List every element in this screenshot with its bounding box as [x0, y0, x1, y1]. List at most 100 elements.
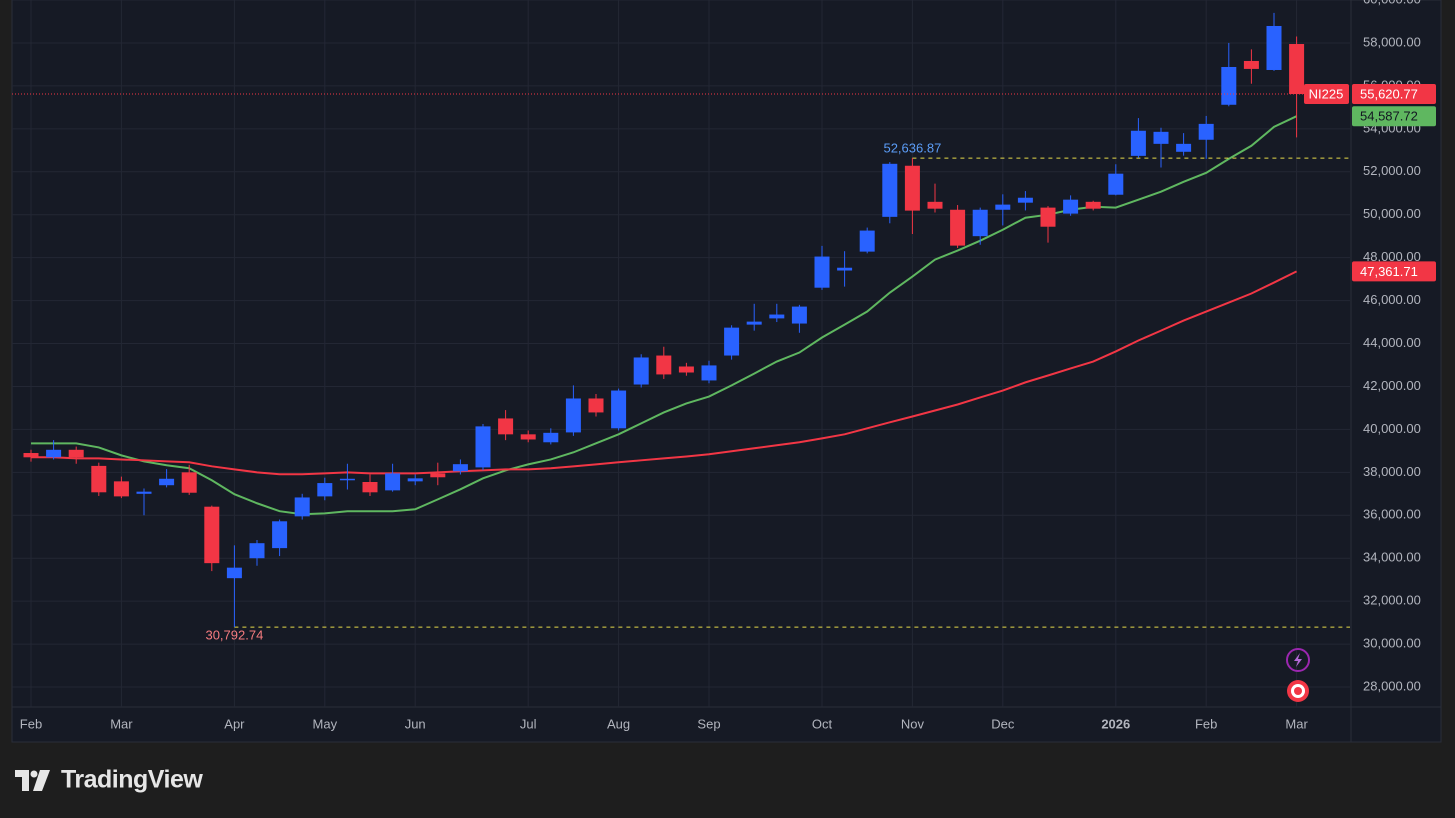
x-tick-label: Dec: [991, 716, 1015, 731]
candle-body: [656, 355, 672, 375]
x-tick-label: Feb: [1195, 716, 1217, 731]
candle-body: [1153, 131, 1169, 144]
candle-body: [814, 256, 830, 288]
annotation-label: 30,792.74: [205, 628, 263, 643]
y-tick-label: 34,000.00: [1363, 550, 1421, 565]
x-tick-label: May: [313, 716, 338, 731]
x-tick-label: Mar: [110, 716, 133, 731]
x-tick-label: Jul: [520, 716, 537, 731]
candle-body: [904, 165, 920, 211]
candle-body: [837, 267, 853, 271]
x-tick-label: Mar: [1285, 716, 1308, 731]
candle-body: [1176, 143, 1192, 152]
candle-body: [272, 521, 288, 549]
candle-body: [339, 478, 355, 481]
price-label-box: [1352, 106, 1436, 127]
x-tick-label: Nov: [901, 716, 925, 731]
y-tick-label: 42,000.00: [1363, 378, 1421, 393]
candle-body: [204, 506, 220, 564]
x-tick-label: Sep: [697, 716, 720, 731]
candle-body: [136, 491, 152, 494]
candle-body: [746, 321, 762, 325]
candle-body: [113, 481, 129, 497]
candle-body: [927, 201, 943, 209]
candle-body: [1063, 199, 1079, 214]
brand-logo: [15, 770, 50, 791]
candle-body: [1130, 130, 1146, 156]
y-tick-label: 38,000.00: [1363, 464, 1421, 479]
candle-body: [1198, 123, 1214, 140]
y-tick-label: 40,000.00: [1363, 421, 1421, 436]
x-tick-label: Jun: [405, 716, 426, 731]
y-tick-label: 52,000.00: [1363, 163, 1421, 178]
candle-body: [565, 398, 581, 433]
candle-body: [701, 365, 717, 381]
y-tick-label: 32,000.00: [1363, 593, 1421, 608]
candle-body: [294, 497, 310, 517]
candle-body: [91, 465, 107, 493]
candle-body: [23, 453, 39, 458]
record-icon[interactable]: [1287, 680, 1309, 702]
candle-body: [543, 432, 559, 443]
candle-body: [859, 230, 875, 252]
candle-body: [882, 163, 898, 217]
candle-body: [362, 481, 378, 493]
candle-body: [226, 567, 242, 579]
candle-body: [769, 314, 785, 319]
candle-body: [678, 366, 694, 373]
lightning-icon[interactable]: [1286, 648, 1310, 672]
candle-body: [1289, 44, 1305, 95]
candle-body: [317, 483, 333, 497]
candle-body: [1108, 173, 1124, 195]
candle-body: [159, 478, 175, 486]
y-tick-label: 36,000.00: [1363, 507, 1421, 522]
candle-body: [724, 327, 740, 356]
candle-body: [452, 464, 468, 472]
y-tick-label: 48,000.00: [1363, 249, 1421, 264]
grid: [12, 0, 1350, 707]
x-tick-label: Apr: [224, 716, 245, 731]
x-tick-label: Oct: [812, 716, 833, 731]
candle-body: [520, 434, 536, 440]
moving-average-line: [31, 115, 1298, 516]
x-tick-label: Feb: [20, 716, 42, 731]
candle-body: [68, 449, 84, 458]
plot-area: 52,636.87 30,792.74: [12, 12, 1350, 643]
price-label: 54,587.72: [1360, 109, 1418, 124]
y-tick-label: 50,000.00: [1363, 206, 1421, 221]
brand-name: TradingView: [61, 766, 203, 794]
candle-body: [972, 209, 988, 237]
y-tick-label: 58,000.00: [1363, 34, 1421, 49]
y-tick-label: 60,000.00: [1363, 0, 1421, 6]
axes: 28,000.00 30,000.00 32,000.00 34,000.00 36,0…: [20, 0, 1436, 731]
candle-body: [1221, 66, 1237, 105]
y-tick-label: 44,000.00: [1363, 335, 1421, 350]
symbol-tag: [1304, 84, 1349, 105]
candle-body: [633, 357, 649, 385]
candle-body: [46, 449, 62, 458]
candle-body: [385, 473, 401, 491]
y-tick-label: 46,000.00: [1363, 292, 1421, 307]
candle-body: [1266, 25, 1282, 70]
price-label-box: [1352, 261, 1436, 282]
symbol-name: NI225: [1309, 86, 1344, 101]
candle-body: [1040, 207, 1056, 227]
x-tick-label: Aug: [607, 716, 630, 731]
price-label: 47,361.71: [1360, 264, 1418, 279]
candle-body: [995, 204, 1011, 210]
price-label: 55,620.77: [1360, 86, 1418, 101]
y-tick-label: 30,000.00: [1363, 636, 1421, 651]
moving-average-line: [31, 270, 1298, 476]
candle-body: [611, 390, 627, 429]
candle-body: [950, 209, 966, 246]
candle-body: [407, 478, 423, 482]
candle-body: [181, 472, 197, 493]
candle-body: [1017, 197, 1033, 203]
x-tick-label: 2026: [1101, 716, 1130, 731]
annotation-label: 52,636.87: [883, 141, 941, 156]
candle-body: [588, 398, 604, 413]
candle-body: [475, 426, 491, 468]
chart-background: [11, 0, 1442, 743]
